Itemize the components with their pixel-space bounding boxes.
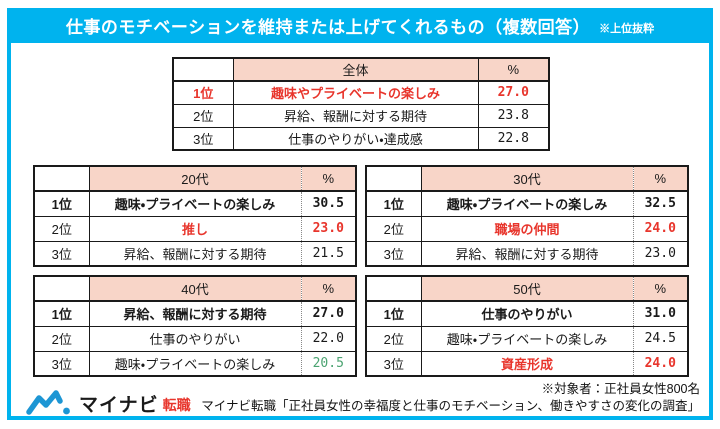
rank-cell: 1位 [365,300,422,327]
logo-text: マイナビ [79,394,159,416]
percent-cell: 31.0 [632,300,689,327]
rank-cell: 1位 [33,300,90,327]
percent-cell: 22.8 [477,126,550,151]
header-label-cell: 全体 [232,57,479,82]
percent-cell: 23.0 [632,240,689,267]
page-title-note: ※上位抜粋 [599,22,655,35]
table-row: 1位 仕事のやりがい 31.0 [365,300,689,327]
rank-cell: 3位 [365,240,422,267]
mynavi-logo: マイナビ 転職 [26,389,191,417]
header-label-cell: 50代 [420,275,634,302]
rank-cell: 2位 [172,103,234,128]
percent-cell: 24.0 [632,350,689,377]
table-row: 3位 昇給、報酬に対する期待 21.5 [33,240,357,267]
item-cell: 推し [88,215,302,242]
age-table-20s: 20代 % 1位 趣味・プライベートの楽しみ 30.5 2位 推し 23.0 3… [33,165,357,267]
item-cell: 昇給、報酬に対する期待 [420,240,634,267]
percent-cell: 24.5 [632,325,689,352]
header-percent-cell: % [300,275,357,302]
logo-suffix: 転職 [162,396,191,413]
table-header-row: 20代 % [33,165,357,192]
rank-cell: 3位 [172,126,234,151]
item-cell: 仕事のやりがい [420,300,634,327]
page-title-bar: 仕事のモチベーションを維持または上げてくれるもの（複数回答） ※上位抜粋 [7,8,713,43]
item-cell: 趣味やプライベートの楽しみ [232,80,479,105]
header-blank-cell [33,275,90,302]
table-row: 1位 昇給、報酬に対する期待 27.0 [33,300,357,327]
rank-cell: 1位 [365,190,422,217]
overall-table: 全体 % 1位 趣味やプライベートの楽しみ 27.0 2位 昇給、報酬に対する期… [172,57,550,151]
table-header-row: 30代 % [365,165,689,192]
item-cell: 趣味・プライベートの楽しみ [88,190,302,217]
item-cell: 昇給、報酬に対する期待 [88,240,302,267]
percent-cell: 23.8 [477,103,550,128]
age-table-30s: 30代 % 1位 趣味・プライベートの楽しみ 32.5 2位 職場の仲間 24.… [365,165,689,267]
respondents-note: ※対象者：正社員女性800名 [541,382,700,396]
rank-cell: 3位 [33,350,90,377]
header-blank-cell [33,165,90,192]
rank-cell: 2位 [365,325,422,352]
table-row: 3位 資産形成 24.0 [365,350,689,377]
item-cell: 職場の仲間 [420,215,634,242]
percent-cell: 27.0 [477,80,550,105]
percent-cell: 27.0 [300,300,357,327]
item-cell: 趣味・プライベートの楽しみ [420,190,634,217]
page-title: 仕事のモチベーションを維持または上げてくれるもの（複数回答） [65,18,591,37]
rank-cell: 2位 [33,325,90,352]
table-row: 2位 趣味・プライベートの楽しみ 24.5 [365,325,689,352]
item-cell: 仕事のやりがい・達成感 [232,126,479,151]
table-row: 2位 昇給、報酬に対する期待 23.8 [172,103,550,128]
percent-cell: 20.5 [300,350,357,377]
table-header-row: 50代 % [365,275,689,302]
item-cell: 資産形成 [420,350,634,377]
age-table-40s: 40代 % 1位 昇給、報酬に対する期待 27.0 2位 仕事のやりがい 22.… [33,275,357,377]
mynavi-wave-icon [26,389,70,415]
table-row: 2位 推し 23.0 [33,215,357,242]
header-label-cell: 40代 [88,275,302,302]
source-notes: ※対象者：正社員女性800名 マイナビ転職「正社員女性の幸福度と仕事のモチベーシ… [201,381,700,415]
percent-cell: 23.0 [300,215,357,242]
table-row: 2位 仕事のやりがい 22.0 [33,325,357,352]
percent-cell: 22.0 [300,325,357,352]
header-blank-cell [365,275,422,302]
rank-cell: 1位 [172,80,234,105]
item-cell: 趣味・プライベートの楽しみ [420,325,634,352]
rank-cell: 3位 [33,240,90,267]
table-header-row: 全体 % [172,57,550,82]
age-table-50s: 50代 % 1位 仕事のやりがい 31.0 2位 趣味・プライベートの楽しみ 2… [365,275,689,377]
survey-title-note: マイナビ転職「正社員女性の幸福度と仕事のモチベーション、働きやすさの変化の調査」 [201,399,700,413]
item-cell: 昇給、報酬に対する期待 [232,103,479,128]
rank-cell: 3位 [365,350,422,377]
table-row: 1位 趣味・プライベートの楽しみ 30.5 [33,190,357,217]
table-header-row: 40代 % [33,275,357,302]
table-row: 2位 職場の仲間 24.0 [365,215,689,242]
table-row: 3位 仕事のやりがい・達成感 22.8 [172,126,550,151]
rank-cell: 2位 [365,215,422,242]
percent-cell: 21.5 [300,240,357,267]
header-label-cell: 20代 [88,165,302,192]
item-cell: 昇給、報酬に対する期待 [88,300,302,327]
header-percent-cell: % [632,165,689,192]
percent-cell: 24.0 [632,215,689,242]
header-blank-cell [172,57,234,82]
percent-cell: 30.5 [300,190,357,217]
table-row: 3位 趣味・プライベートの楽しみ 20.5 [33,350,357,377]
header-label-cell: 30代 [420,165,634,192]
header-percent-cell: % [632,275,689,302]
header-percent-cell: % [477,57,550,82]
percent-cell: 32.5 [632,190,689,217]
item-cell: 仕事のやりがい [88,325,302,352]
rank-cell: 2位 [33,215,90,242]
rank-cell: 1位 [33,190,90,217]
header-blank-cell [365,165,422,192]
table-row: 1位 趣味・プライベートの楽しみ 32.5 [365,190,689,217]
table-row: 1位 趣味やプライベートの楽しみ 27.0 [172,80,550,105]
item-cell: 趣味・プライベートの楽しみ [88,350,302,377]
header-percent-cell: % [300,165,357,192]
table-row: 3位 昇給、報酬に対する期待 23.0 [365,240,689,267]
